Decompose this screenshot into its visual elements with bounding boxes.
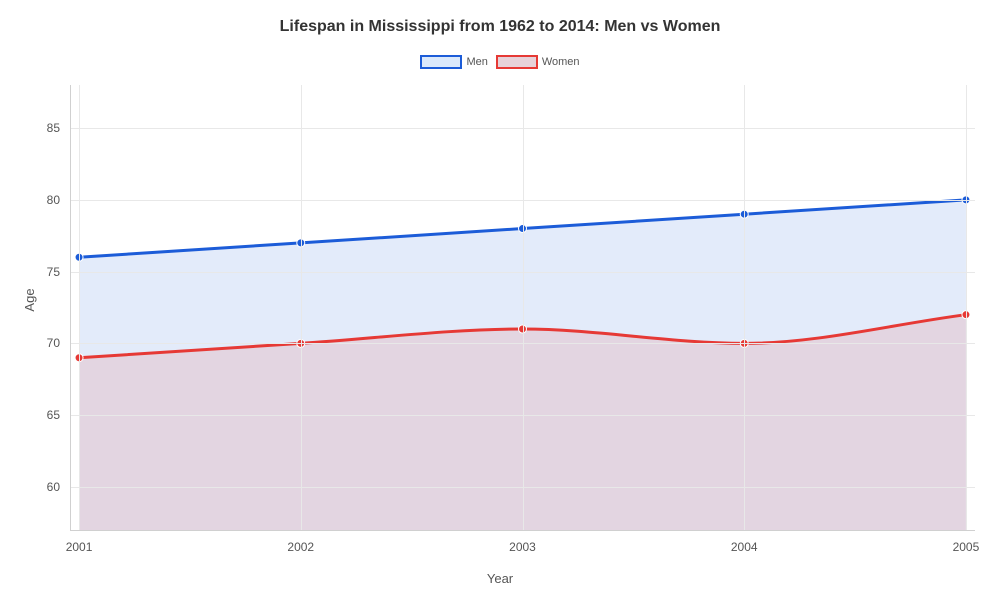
legend-item-men: Men	[420, 55, 487, 69]
y-tick-label: 85	[47, 121, 70, 135]
y-tick-label: 70	[47, 336, 70, 350]
grid-line-v	[79, 85, 80, 530]
legend-swatch-women	[496, 55, 538, 69]
plot-area: 60657075808520012002200320042005	[70, 85, 975, 530]
legend-swatch-men	[420, 55, 462, 69]
x-tick-label: 2005	[953, 530, 980, 554]
y-axis-label: Age	[22, 288, 37, 311]
y-tick-label: 60	[47, 480, 70, 494]
legend-label-women: Women	[542, 56, 580, 68]
grid-line-v	[966, 85, 967, 530]
legend-item-women: Women	[496, 55, 580, 69]
x-tick-label: 2003	[509, 530, 536, 554]
chart-container: Lifespan in Mississippi from 1962 to 201…	[0, 0, 1000, 600]
axis-bottom	[70, 530, 975, 531]
x-axis-label: Year	[0, 571, 1000, 586]
x-tick-label: 2001	[66, 530, 93, 554]
legend-label-men: Men	[466, 56, 487, 68]
y-tick-label: 65	[47, 408, 70, 422]
grid-line-v	[523, 85, 524, 530]
grid-line-v	[301, 85, 302, 530]
grid-line-v	[744, 85, 745, 530]
legend: Men Women	[0, 55, 1000, 69]
axis-left	[70, 85, 71, 530]
x-tick-label: 2004	[731, 530, 758, 554]
chart-title: Lifespan in Mississippi from 1962 to 201…	[0, 18, 1000, 36]
x-tick-label: 2002	[287, 530, 314, 554]
y-tick-label: 80	[47, 193, 70, 207]
y-tick-label: 75	[47, 265, 70, 279]
